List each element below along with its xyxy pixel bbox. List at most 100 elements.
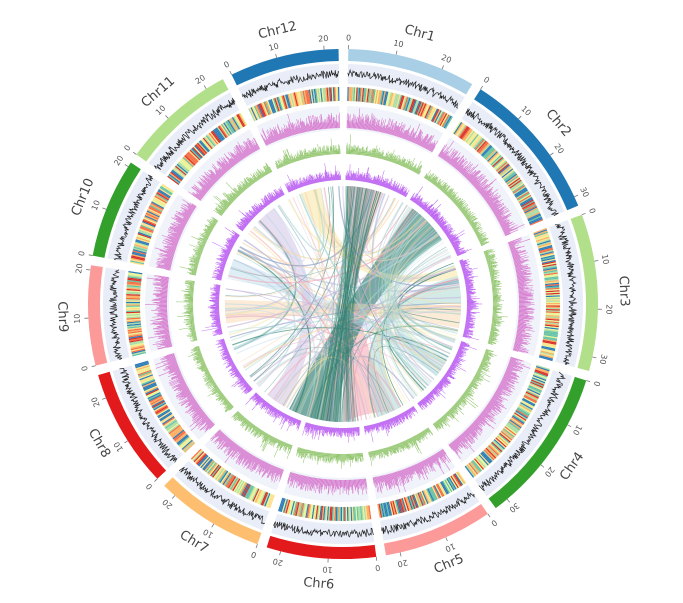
histogram-bar <box>326 453 328 462</box>
histogram-bar <box>446 232 451 236</box>
histogram-bar <box>226 246 232 250</box>
histogram-bar <box>186 286 194 289</box>
histogram-bar <box>491 322 501 324</box>
histogram-bar <box>429 173 435 182</box>
histogram-bar <box>192 255 201 259</box>
histogram-bar <box>461 163 472 175</box>
histogram-bar <box>416 165 421 174</box>
histogram-bar <box>445 230 452 235</box>
synteny-link <box>381 210 430 386</box>
histogram-bar <box>215 296 220 297</box>
synteny-link <box>332 192 381 422</box>
histogram-bar <box>512 253 519 257</box>
histogram-bar <box>273 440 282 458</box>
histogram-bar <box>439 450 447 461</box>
histogram-bar <box>189 316 194 318</box>
histogram-bar <box>251 393 258 400</box>
histogram-bar <box>367 117 370 130</box>
histogram-bar <box>384 178 389 188</box>
histogram-bar <box>368 150 370 157</box>
histogram-bar <box>292 180 297 190</box>
histogram-bar <box>219 332 223 334</box>
histogram-bar <box>492 316 503 319</box>
histogram-bar <box>276 163 279 169</box>
histogram-bar <box>224 403 231 409</box>
histogram-bar <box>510 245 525 251</box>
histogram-bar <box>406 160 411 169</box>
histogram-bar <box>458 347 465 350</box>
histogram-bar <box>220 338 225 341</box>
histogram-bar <box>193 267 198 269</box>
histogram-bar <box>359 174 361 182</box>
histogram-bar <box>413 464 419 474</box>
histogram-bar <box>216 313 220 315</box>
histogram-bar <box>337 170 339 181</box>
histogram-bar <box>515 340 531 344</box>
histogram-bar <box>299 475 304 490</box>
histogram-bar <box>443 414 448 419</box>
synteny-link <box>392 252 450 376</box>
histogram-bar <box>212 219 218 223</box>
histogram-bar <box>478 367 482 370</box>
synteny-link <box>366 192 408 253</box>
histogram-bar <box>222 344 227 347</box>
histogram-bar <box>276 440 281 449</box>
histogram-bar <box>388 446 392 455</box>
histogram-bar <box>441 184 448 192</box>
histogram-bar <box>373 450 375 457</box>
histogram-bar <box>288 416 291 420</box>
histogram-bar <box>429 140 436 151</box>
histogram-bar <box>218 333 223 335</box>
histogram-bar <box>210 225 214 228</box>
histogram-bar <box>217 344 226 348</box>
histogram-bar <box>184 281 195 284</box>
histogram-bar <box>488 265 497 269</box>
histogram-bar <box>402 412 405 416</box>
histogram-bar <box>442 226 448 231</box>
histogram-bar <box>303 150 307 159</box>
histogram-bar <box>397 415 402 423</box>
histogram-bar <box>289 155 293 163</box>
histogram-bar <box>443 185 450 193</box>
histogram-bar <box>225 405 233 413</box>
histogram-bar <box>494 393 502 398</box>
histogram-bar <box>465 211 474 218</box>
histogram-bar <box>276 165 278 170</box>
histogram-bar <box>245 217 251 222</box>
histogram-bar <box>463 331 469 334</box>
histogram-bar <box>194 250 202 255</box>
histogram-bar <box>283 413 286 419</box>
histogram-bar <box>228 362 234 366</box>
histogram-bar <box>486 405 492 410</box>
synteny-link <box>242 339 428 387</box>
histogram-bar <box>291 417 293 421</box>
histogram-bar <box>450 233 465 242</box>
histogram-bar <box>378 151 381 159</box>
histogram-bar <box>458 436 466 444</box>
histogram-bar <box>208 306 220 307</box>
histogram-bar <box>289 417 294 427</box>
histogram-bar <box>451 156 460 167</box>
histogram-bar <box>492 288 501 290</box>
histogram-bar <box>252 205 260 213</box>
histogram-bar <box>492 314 496 315</box>
histogram-bar <box>462 208 468 214</box>
histogram-bar <box>245 421 251 429</box>
histogram-bar <box>222 352 230 356</box>
histogram-bar <box>453 404 458 408</box>
histogram-bar <box>400 442 404 450</box>
histogram-bar <box>366 425 369 434</box>
histogram-bar <box>262 435 272 452</box>
histogram-bar <box>242 385 251 393</box>
histogram-bar <box>213 317 220 319</box>
histogram-bar <box>457 350 465 354</box>
histogram-bar <box>249 182 252 186</box>
histogram-bar <box>407 409 411 413</box>
histogram-bar <box>421 133 429 147</box>
histogram-bar <box>508 364 522 370</box>
histogram-bar <box>306 450 310 459</box>
synteny-link <box>228 189 321 336</box>
histogram-bar <box>454 249 458 251</box>
histogram-bar <box>395 155 399 164</box>
histogram-bar <box>426 176 429 180</box>
